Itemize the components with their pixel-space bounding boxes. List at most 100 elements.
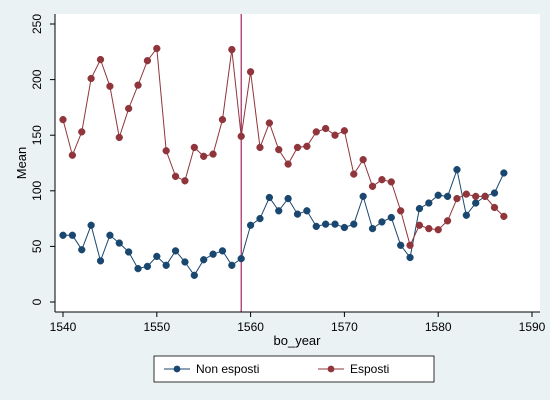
data-point [78, 128, 86, 136]
y-tick-label: 0 [30, 298, 44, 305]
y-tick-label: 50 [30, 239, 44, 253]
data-point [125, 248, 133, 256]
x-tick-label: 1550 [143, 320, 170, 334]
data-point [415, 204, 424, 213]
y-tick-label: 150 [30, 125, 44, 145]
legend-box [153, 355, 435, 383]
data-point [265, 193, 274, 202]
data-point [68, 231, 77, 239]
data-point [331, 220, 339, 228]
data-point [162, 147, 170, 155]
data-point [425, 199, 433, 207]
data-point [78, 246, 86, 254]
data-point [406, 253, 414, 262]
data-point [153, 44, 161, 53]
data-point [434, 226, 442, 234]
data-point [340, 223, 349, 232]
data-point [96, 55, 105, 64]
data-point [190, 271, 198, 279]
data-point [218, 115, 227, 124]
legend-label: Non esposti [196, 362, 259, 376]
data-point [171, 247, 180, 255]
data-point [237, 132, 245, 140]
data-point [143, 57, 152, 65]
data-point [321, 124, 330, 133]
data-point [284, 194, 292, 203]
data-point [472, 199, 480, 207]
data-point [59, 231, 67, 239]
data-point [125, 104, 133, 113]
data-point [481, 192, 489, 201]
legend-marker [173, 365, 181, 373]
data-point [96, 257, 105, 265]
data-point [275, 146, 283, 154]
series-esposti [59, 44, 508, 249]
data-point [115, 133, 123, 142]
data-point [443, 192, 452, 201]
legend: Non esposti Esposti [153, 355, 435, 383]
data-point [340, 127, 349, 135]
data-point [350, 220, 358, 228]
data-point [368, 224, 377, 233]
data-point [171, 172, 180, 180]
y-tick-label: 250 [30, 14, 44, 34]
data-point [153, 252, 161, 261]
data-point [500, 212, 508, 221]
data-point [443, 217, 452, 225]
y-axis-title: Mean [14, 147, 29, 180]
data-point [162, 261, 170, 269]
data-point [359, 192, 367, 201]
data-point [453, 166, 461, 174]
data-point [200, 152, 208, 160]
data-point [87, 221, 95, 229]
legend-label: Esposti [350, 362, 389, 376]
data-point [181, 177, 189, 185]
data-point [106, 231, 114, 239]
x-tick-label: 1590 [519, 320, 546, 334]
data-point [368, 182, 377, 191]
data-point [434, 191, 442, 199]
data-point [350, 170, 358, 178]
data-point [331, 131, 339, 139]
data-point [200, 256, 208, 264]
data-point [190, 143, 198, 152]
x-tick-label: 1560 [237, 320, 264, 334]
data-point [284, 160, 292, 168]
data-point [312, 222, 320, 231]
data-point [378, 218, 386, 226]
data-point [228, 45, 236, 54]
legend-marker [327, 365, 335, 373]
data-point [209, 150, 217, 158]
data-point [143, 262, 152, 271]
data-point [106, 82, 114, 90]
plot-area [55, 14, 540, 312]
data-point [256, 214, 264, 223]
data-point [265, 119, 274, 127]
data-point [209, 250, 217, 258]
y-tick-label: 100 [30, 180, 44, 200]
data-point [378, 176, 386, 184]
data-point [303, 142, 311, 150]
data-point [275, 207, 283, 215]
data-point [246, 221, 255, 229]
data-point [462, 190, 470, 198]
data-point [490, 203, 499, 212]
data-point [500, 169, 508, 177]
data-point [115, 239, 123, 247]
data-point [293, 210, 302, 218]
data-point [397, 207, 405, 215]
data-point [293, 143, 302, 152]
series-non-esposti [59, 166, 508, 279]
data-point [321, 220, 330, 228]
data-point [406, 241, 414, 249]
data-point [68, 151, 77, 159]
y-tick-label: 200 [30, 69, 44, 89]
data-point [312, 128, 320, 136]
data-point [387, 178, 395, 186]
data-point [303, 207, 311, 215]
x-tick-label: 1580 [425, 320, 452, 334]
data-point [246, 68, 255, 76]
data-point [256, 143, 264, 152]
x-tick-label: 1540 [50, 320, 77, 334]
data-point [397, 241, 405, 249]
